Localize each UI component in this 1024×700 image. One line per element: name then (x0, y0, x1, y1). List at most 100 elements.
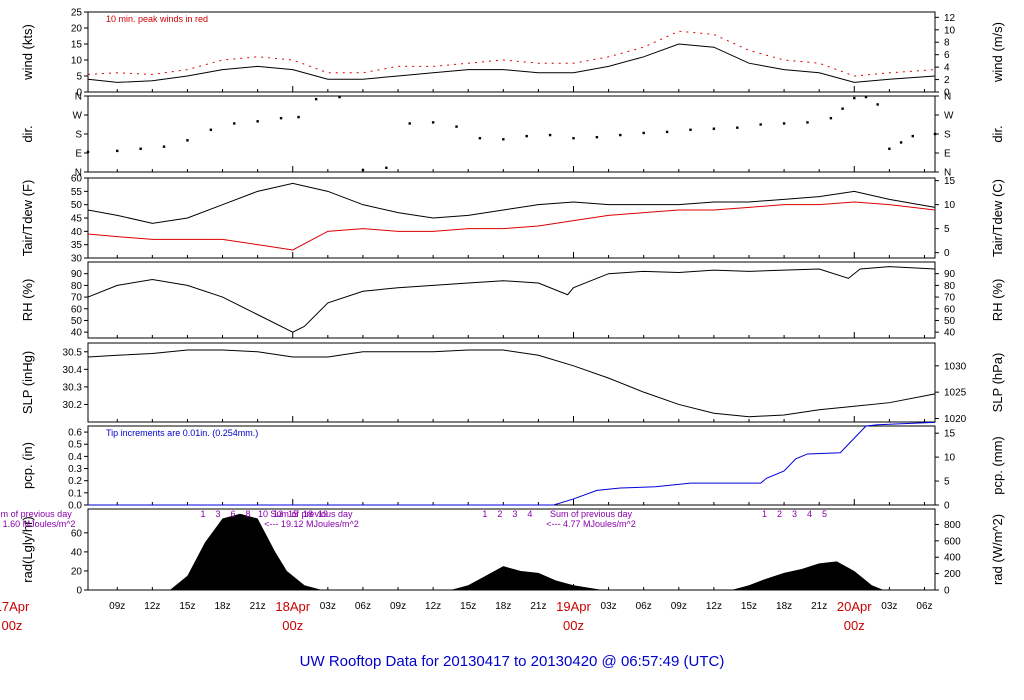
y-tick-label: 0.2 (68, 476, 82, 487)
x-tick-label: 03z (320, 601, 336, 612)
radiation-hour-label: 8 (245, 509, 250, 519)
direction-point (876, 103, 879, 106)
y-tick-label: 0 (76, 586, 82, 597)
y-tick-label: 60 (71, 528, 83, 539)
day-label-date: 20Apr (837, 599, 872, 614)
slp-series (87, 349, 936, 418)
x-tick-label: 15z (741, 601, 757, 612)
y-axis-label-right: wind (m/s) (990, 22, 1005, 83)
direction-point (116, 149, 119, 153)
direction-point (297, 115, 300, 119)
y-tick-label: 0.0 (68, 501, 82, 512)
y-tick-label: 30.4 (63, 365, 83, 376)
direction-point (595, 135, 599, 139)
direction-point (841, 107, 844, 110)
direction-point (314, 97, 318, 101)
y-tick-label: 60 (71, 174, 83, 185)
y-tick-label: 40 (71, 227, 83, 238)
radiation-hour-label: 2 (497, 509, 502, 519)
x-tick-label: 21z (250, 601, 266, 612)
y-axis-label-left: dir. (20, 125, 35, 142)
direction-point (642, 131, 645, 135)
y-tick-label: 70 (71, 293, 83, 304)
panels: wind (kts) wind (m/s)05101520250246810121… (0, 8, 1005, 597)
radiation-hour-label: 13 (273, 509, 283, 519)
y-tick-label: 45 (71, 214, 83, 225)
y-axis-label-left: rad(Lgly/hr) (20, 516, 35, 582)
x-tick-label: 18z (214, 601, 230, 612)
panel-frame (87, 95, 936, 173)
direction-point (361, 168, 365, 172)
panel-pressure: SLP (inHg) SLP (hPa) 30.2 30.3 30.4 30.5 1020 1… (20, 342, 1005, 425)
y-tick-label: 40 (71, 328, 83, 339)
x-tick-label: 09z (390, 601, 406, 612)
direction-point (689, 128, 692, 131)
radiation-daily-sum: <--- 19.12 MJoules/m^2 (264, 519, 359, 529)
rh-series (87, 266, 936, 333)
y-tick-label: 50 (71, 200, 83, 211)
x-tick-label: 21z (530, 601, 546, 612)
y-tick-label-right: W (944, 111, 954, 122)
radiation-hour-label: 1 (762, 509, 767, 519)
radiation-hour-label: 2 (777, 509, 782, 519)
y-tick-label-right: 10 (944, 25, 956, 36)
radiation-hour-label: 1 (482, 509, 487, 519)
y-tick-label: 15 (71, 40, 83, 51)
y-tick-label-right: 400 (944, 553, 961, 564)
x-tick-label: 12z (425, 601, 441, 612)
y-tick-label-right: 10 (944, 200, 956, 211)
direction-point (911, 134, 914, 138)
y-tick-label: 0.3 (68, 464, 82, 475)
y-tick-label-right: 12 (944, 13, 956, 24)
y-tick-label-right: 5 (944, 224, 950, 235)
y-tick-label-right: N (944, 168, 951, 179)
day-label-time: 00z (844, 618, 865, 633)
direction-point (864, 95, 868, 99)
panel-frame (87, 261, 936, 339)
radiation-hour-label: 3 (215, 509, 220, 519)
x-tick-label: 15z (179, 601, 195, 612)
y-tick-label-right: 40 (944, 328, 956, 339)
y-tick-label-right: 70 (944, 293, 956, 304)
direction-point (736, 126, 739, 129)
direction-point (933, 132, 937, 136)
y-axis-label-right: pcp. (mm) (990, 436, 1005, 495)
y-tick-label: 0.4 (68, 452, 82, 463)
y-tick-label-right: 15 (944, 176, 956, 187)
direction-point (431, 121, 435, 124)
x-tick-label: 03z (881, 601, 897, 612)
y-tick-label: E (75, 149, 82, 160)
day-label-date: 19Apr (556, 599, 591, 614)
y-tick-label: 40 (71, 547, 83, 558)
y-tick-label-right: 800 (944, 520, 961, 531)
y-tick-label-right: 6 (944, 50, 950, 61)
day-label-time: 00z (563, 618, 584, 633)
y-tick-label-right: 0 (944, 586, 950, 597)
footer-title: UW Rooftop Data for 20130417 to 20130420… (300, 653, 725, 670)
y-tick-label: 30.5 (63, 347, 83, 358)
y-tick-label: 10 (71, 56, 83, 67)
y-tick-label: 30.3 (63, 382, 83, 393)
y-tick-label-right: 10 (944, 453, 956, 464)
peak-wind-series (87, 30, 936, 77)
panel-precipitation: pcp. (in) pcp. (mm) 0.0 0.10.20.30.40.50.6 0… (20, 421, 1005, 512)
direction-point (233, 122, 236, 125)
y-axis-label-left: Tair/Tdew (F) (20, 180, 35, 257)
y-tick-label-right: 4 (944, 63, 950, 74)
direction-point (525, 134, 528, 138)
radiation-daily-sum: Sum of previous day (0, 509, 72, 519)
y-tick-label-right: 1020 (944, 414, 967, 425)
y-tick-label-right: 50 (944, 316, 956, 327)
x-tick-label: 21z (811, 601, 827, 612)
x-tick-label: 09z (671, 601, 687, 612)
y-tick-label-right: S (944, 130, 951, 141)
y-tick-label-right: 8 (944, 38, 950, 49)
x-tick-label: 03z (601, 601, 617, 612)
direction-point (712, 127, 716, 130)
radiation-daily-sum: Sum of previous day (550, 509, 633, 519)
x-tick-label: 18z (495, 601, 511, 612)
day-label-time: 00z (282, 618, 303, 633)
y-tick-label: 0.6 (68, 428, 82, 439)
y-tick-label-right: 1030 (944, 361, 967, 372)
